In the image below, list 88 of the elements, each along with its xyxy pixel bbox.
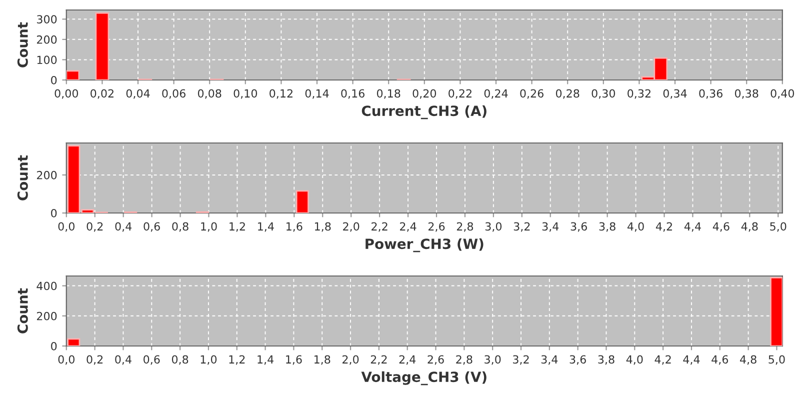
x-tick-label: 4,8 [741, 222, 758, 232]
x-tick-label: 0,40 [770, 89, 794, 99]
x-tick-label: 0,14 [305, 89, 329, 99]
x-tick-label: 1,6 [286, 222, 302, 232]
x-tick-label: 3,4 [542, 222, 559, 232]
x-tick-label: 0,28 [556, 89, 580, 99]
x-tick-label: 3,2 [513, 355, 529, 365]
x-tick-label: 0,00 [54, 89, 78, 99]
x-tick-label: 0,30 [592, 89, 616, 99]
x-tick-label: 0,18 [376, 89, 400, 99]
x-tick-label: 4,0 [626, 355, 643, 365]
x-tick-label: 1,0 [201, 222, 217, 232]
x-axis-title: Current_CH3 (A) [362, 105, 486, 120]
x-tick-label: 4,4 [684, 222, 701, 232]
y-tick-label: 0 [51, 342, 57, 350]
x-tick-label: 0,6 [144, 222, 160, 232]
x-tick-label: 0,34 [663, 89, 687, 99]
x-tick-label: 0,04 [126, 89, 150, 99]
y-tick-label: 200 [36, 170, 57, 180]
x-tick-label: 0,2 [86, 222, 103, 232]
x-tick-label: 2,4 [400, 222, 416, 232]
x-tick-label: 0,36 [699, 89, 722, 99]
y-tick-label: 0 [51, 76, 57, 84]
x-tick-label: 0,20 [412, 89, 436, 99]
x-tick-label: 4,8 [740, 355, 756, 365]
x-tick-label: 0,06 [162, 89, 186, 99]
x-tick-label: 0,12 [270, 89, 292, 99]
x-axis-title: Power_CH3 (W) [366, 238, 484, 252]
x-axis-title: Voltage_CH3 (V) [361, 371, 486, 386]
x-tick-label: 4,2 [656, 222, 672, 232]
x-tick-label: 1,0 [200, 355, 217, 365]
x-tick-label: 2,8 [456, 355, 472, 365]
x-tick-label: 2,4 [399, 355, 416, 365]
x-tick-label: 0,4 [115, 222, 132, 232]
x-tick-label: 2,2 [372, 222, 388, 232]
x-tick-label: 3,0 [484, 355, 501, 365]
x-tick-label: 4,6 [712, 222, 730, 232]
x-tick-label: 0,2 [86, 355, 103, 365]
y-axis-title: Count [17, 288, 28, 334]
x-tick-label: 0,0 [58, 222, 74, 232]
x-tick-label: 0,22 [448, 89, 472, 99]
y-tick-label: 300 [37, 15, 57, 24]
x-tick-label: 3,8 [599, 222, 616, 232]
x-tick-label: 0,32 [628, 89, 650, 99]
x-tick-label: 0,08 [198, 89, 222, 99]
y-tick-label: 100 [37, 56, 57, 64]
y-tick-label: 0 [51, 208, 57, 218]
x-tick-label: 0,26 [520, 89, 544, 99]
x-tick-label: 0,16 [341, 89, 364, 99]
x-tick-label: 4,2 [654, 355, 671, 365]
x-tick-label: 3,4 [541, 355, 558, 365]
x-tick-label: 2,0 [342, 355, 359, 365]
x-tick-label: 5,0 [768, 355, 785, 365]
y-tick-label: 200 [36, 312, 57, 320]
y-tick-label: 400 [36, 282, 57, 290]
y-tick-label: 200 [36, 35, 57, 44]
y-axis-title: Count [17, 155, 28, 200]
y-axis-title: Count [17, 22, 28, 68]
x-tick-label: 0,10 [234, 89, 258, 99]
x-tick-label: 4,0 [627, 222, 644, 232]
x-tick-label: 3,8 [598, 355, 614, 365]
x-tick-label: 0,8 [172, 355, 188, 365]
x-tick-label: 1,2 [229, 355, 245, 365]
x-tick-label: 1,8 [315, 222, 331, 232]
x-tick-label: 0,4 [115, 355, 132, 365]
x-tick-label: 0,6 [144, 355, 160, 365]
x-tick-label: 0,0 [58, 355, 74, 365]
x-tick-label: 2,0 [343, 222, 360, 232]
x-tick-label: 2,6 [428, 355, 444, 365]
x-tick-label: 0,38 [734, 89, 758, 99]
x-tick-label: 3,0 [485, 222, 502, 232]
x-tick-label: 0,02 [90, 89, 114, 99]
x-tick-label: 1,4 [258, 355, 274, 365]
x-tick-label: 2,2 [370, 355, 387, 365]
x-tick-label: 3,6 [570, 355, 586, 365]
x-tick-label: 5,0 [770, 222, 786, 232]
x-tick-label: 1,6 [286, 355, 302, 365]
x-tick-label: 1,2 [230, 222, 245, 232]
x-tick-label: 0,8 [172, 222, 188, 232]
x-tick-label: 2,8 [456, 222, 474, 232]
x-tick-label: 3,2 [514, 222, 530, 232]
x-tick-label: 1,4 [258, 222, 274, 232]
x-tick-label: 3,6 [570, 222, 587, 232]
x-tick-label: 4,4 [683, 355, 700, 365]
x-tick-label: 1,8 [314, 355, 330, 365]
x-tick-label: 4,6 [712, 355, 728, 365]
x-tick-label: 0,24 [484, 89, 508, 99]
x-tick-label: 2,6 [428, 222, 445, 232]
